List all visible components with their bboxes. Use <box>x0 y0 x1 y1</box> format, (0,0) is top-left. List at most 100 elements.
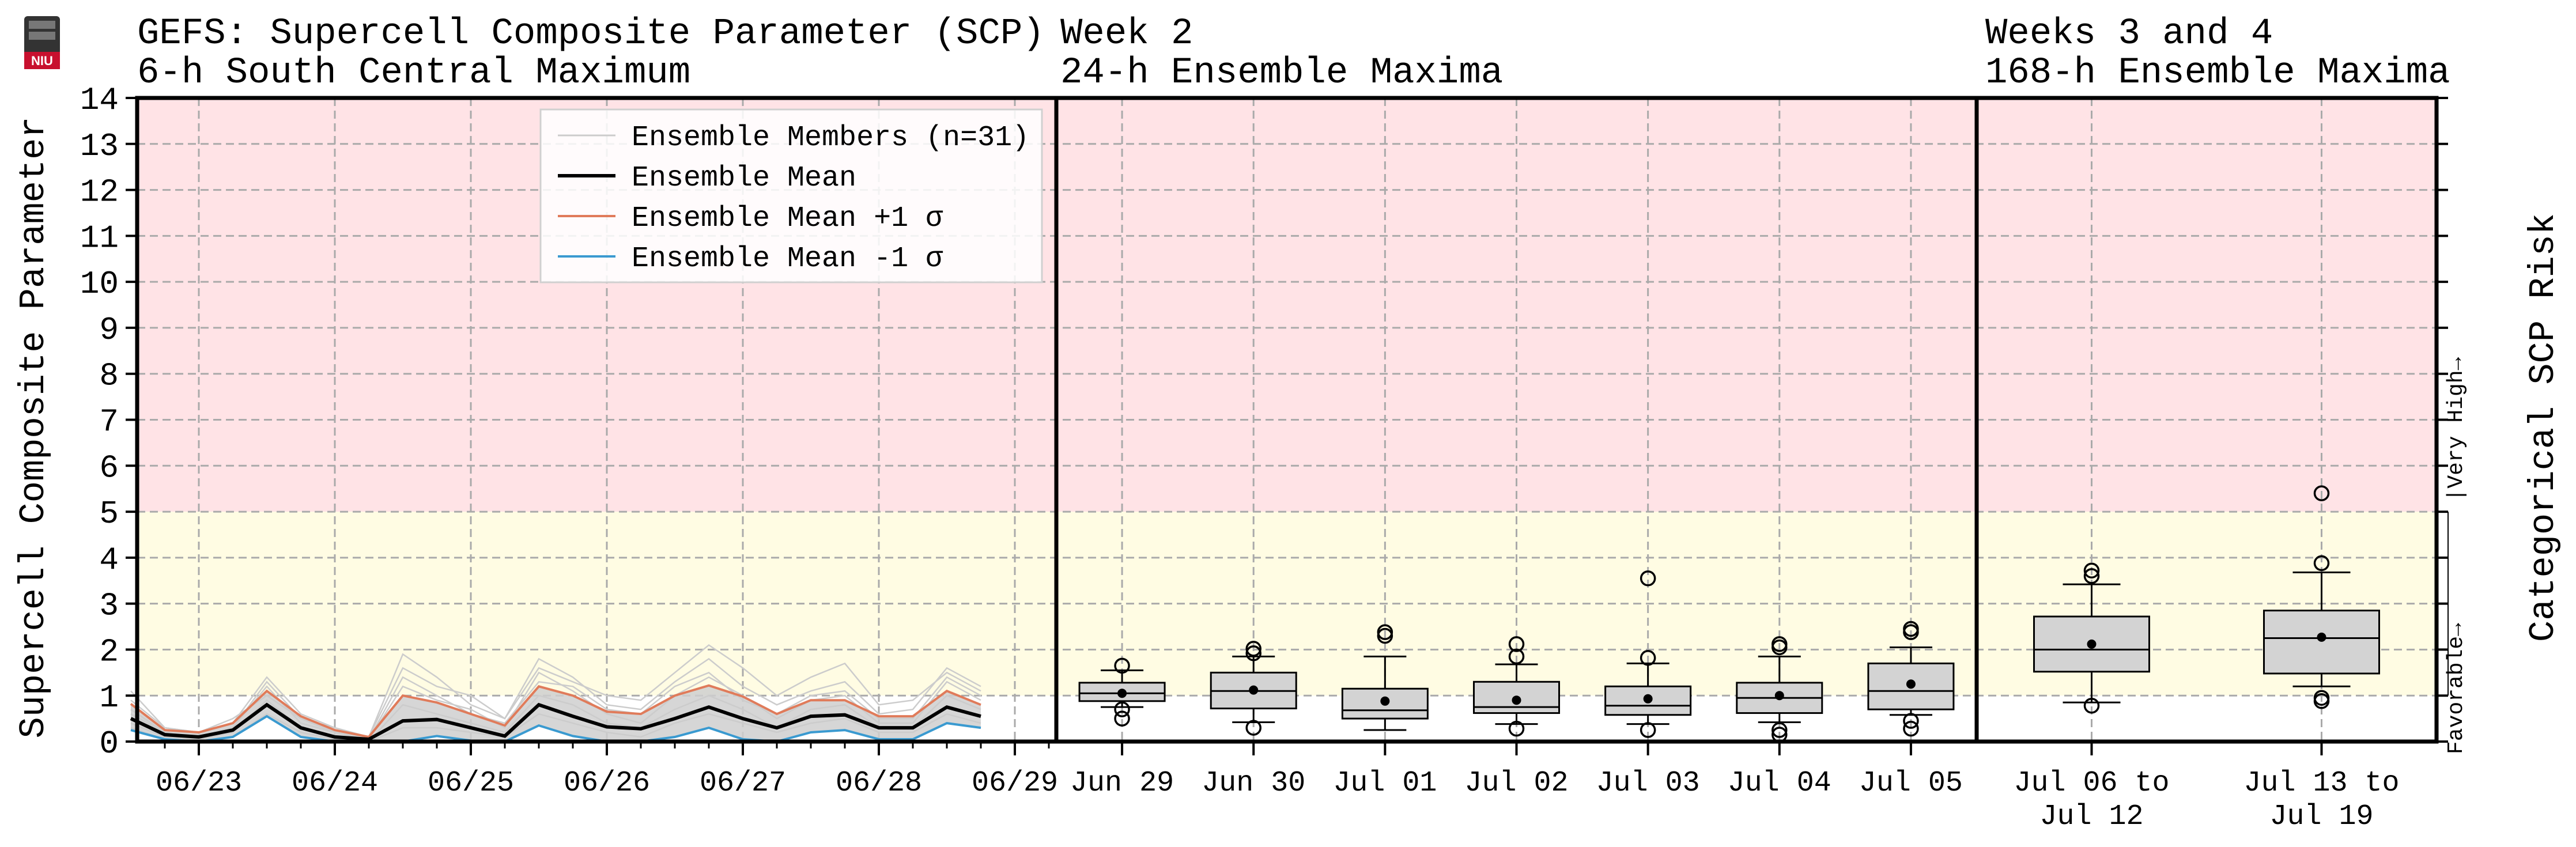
mean-dot <box>1774 691 1784 701</box>
y-tick-label: 7 <box>99 404 119 441</box>
boxplot <box>1341 624 1429 731</box>
x-tick-label: Jul 02 <box>1464 767 1568 800</box>
x-tick-label: Jul 12 <box>2039 800 2143 833</box>
outlier-point <box>1640 722 1656 738</box>
mean-dot <box>1512 695 1521 705</box>
x-tick-label: 06/27 <box>700 767 786 800</box>
y-tick-label: 11 <box>80 220 119 256</box>
outlier-point <box>1640 650 1656 666</box>
outlier-point <box>2313 555 2330 572</box>
y-axis-label: Supercell Composite Parameter <box>13 117 54 739</box>
outlier-point <box>2083 568 2100 584</box>
very-high-band <box>137 98 2437 512</box>
x-tick-label: Jun 30 <box>1202 767 1305 800</box>
outlier-point <box>1114 710 1130 727</box>
outlier-point <box>1114 657 1130 674</box>
grid-lines <box>137 98 2437 742</box>
legend-label-mean: Ensemble Mean <box>632 162 856 195</box>
outlier-point <box>2083 698 2100 714</box>
right-axis-label: Categorical SCP Risk <box>2523 213 2564 642</box>
title-right-line1: Weeks 3 and 4 <box>1985 13 2273 55</box>
y-tick-label: 9 <box>99 312 119 349</box>
outlier-point <box>1508 648 1525 665</box>
minus-sigma-line <box>130 714 981 743</box>
y-tick-label: 2 <box>99 633 119 670</box>
x-tick-label: Jul 05 <box>1859 767 1963 800</box>
boxplot <box>1473 636 1560 737</box>
y-tick-label: 4 <box>99 542 119 578</box>
x-tick-label: Jul 03 <box>1596 767 1700 800</box>
legend-label-plus-sigma: Ensemble Mean +1 σ <box>632 202 943 235</box>
outlier-point <box>2313 690 2330 706</box>
boxplot <box>1604 570 1692 738</box>
ensemble-member-line <box>130 671 981 740</box>
outlier-point <box>1903 720 1919 737</box>
panel-week2-boxplots <box>1078 570 1955 743</box>
y-tick-label: 6 <box>99 449 119 486</box>
boxplot <box>2033 562 2150 714</box>
x-tick-label: 06/26 <box>564 767 650 800</box>
panel-weeks34-boxplots <box>2033 485 2380 714</box>
outlier-point <box>1508 636 1525 652</box>
outlier-point <box>1640 570 1656 587</box>
x-tick-label: 06/28 <box>836 767 922 800</box>
ensemble-member-line <box>130 671 981 740</box>
y-tick-label: 13 <box>80 128 119 165</box>
ensemble-member-line <box>130 694 981 743</box>
mean-dot <box>1117 689 1127 698</box>
title-mid-line1: Week 2 <box>1060 13 1193 55</box>
title-left-line1: GEFS: Supercell Composite Parameter (SCP… <box>137 13 1045 55</box>
x-tick-label: 06/25 <box>428 767 514 800</box>
outlier-point <box>1903 621 1919 637</box>
x-tick-label: Jul 13 to <box>2243 767 2399 800</box>
x-tick-label: Jul 04 <box>1728 767 1831 800</box>
x-tick-label: 06/23 <box>156 767 242 800</box>
mean-dot <box>1906 679 1916 689</box>
ensemble-member-line <box>130 713 981 743</box>
niu-logo: NIU <box>24 16 60 69</box>
y-tick-label: 10 <box>80 266 119 302</box>
x-tick-label: Jul 19 <box>2269 800 2373 833</box>
legend: Ensemble Members (n=31) Ensemble Mean En… <box>539 108 1043 283</box>
panel-timeseries <box>130 644 981 743</box>
mean-dot <box>1249 685 1259 695</box>
y-tick-label: 1 <box>99 679 119 716</box>
boxplot <box>1210 641 1297 736</box>
title-left-line2: 6-h South Central Maximum <box>137 52 690 94</box>
mean-dot <box>2087 639 2097 649</box>
mean-dot <box>1380 696 1390 706</box>
ensemble-member-line <box>130 644 981 738</box>
ensemble-mean-line <box>130 702 981 742</box>
x-tick-label: 06/24 <box>292 767 378 800</box>
outlier-point <box>1245 720 1261 736</box>
category-very-high: |Very High→ <box>2444 357 2469 501</box>
y-tick-label: 5 <box>99 496 119 532</box>
category-favorable: Favorable→ <box>2444 623 2469 754</box>
x-tick-label: 06/29 <box>972 767 1058 800</box>
legend-label-minus-sigma: Ensemble Mean -1 σ <box>632 243 943 275</box>
outlier-point <box>1772 636 1788 652</box>
box-iqr <box>2263 610 2380 675</box>
y-tick-label: 12 <box>80 174 119 211</box>
outlier-point <box>2083 562 2100 578</box>
mean-dot <box>1643 694 1653 704</box>
ensemble-member-line <box>130 657 981 738</box>
outlier-point <box>2313 485 2330 501</box>
boxplot <box>1867 621 1955 737</box>
outlier-point <box>1903 713 1919 729</box>
boxplot <box>1736 636 1823 743</box>
logo-text: NIU <box>31 54 53 68</box>
outlier-point <box>1245 645 1261 661</box>
y-tick-label: 0 <box>99 725 119 762</box>
outlier-point <box>1377 624 1393 640</box>
legend-label-members: Ensemble Members (n=31) <box>632 122 1029 154</box>
mean-dot <box>2317 632 2326 642</box>
x-tick-label: Jul 01 <box>1333 767 1437 800</box>
boxplot <box>2263 485 2380 709</box>
x-tick-label: Jul 06 to <box>2014 767 2169 800</box>
title-mid-line2: 24-h Ensemble Maxima <box>1060 52 1503 94</box>
y-tick-label: 14 <box>80 82 119 119</box>
boxplot <box>1078 657 1166 727</box>
